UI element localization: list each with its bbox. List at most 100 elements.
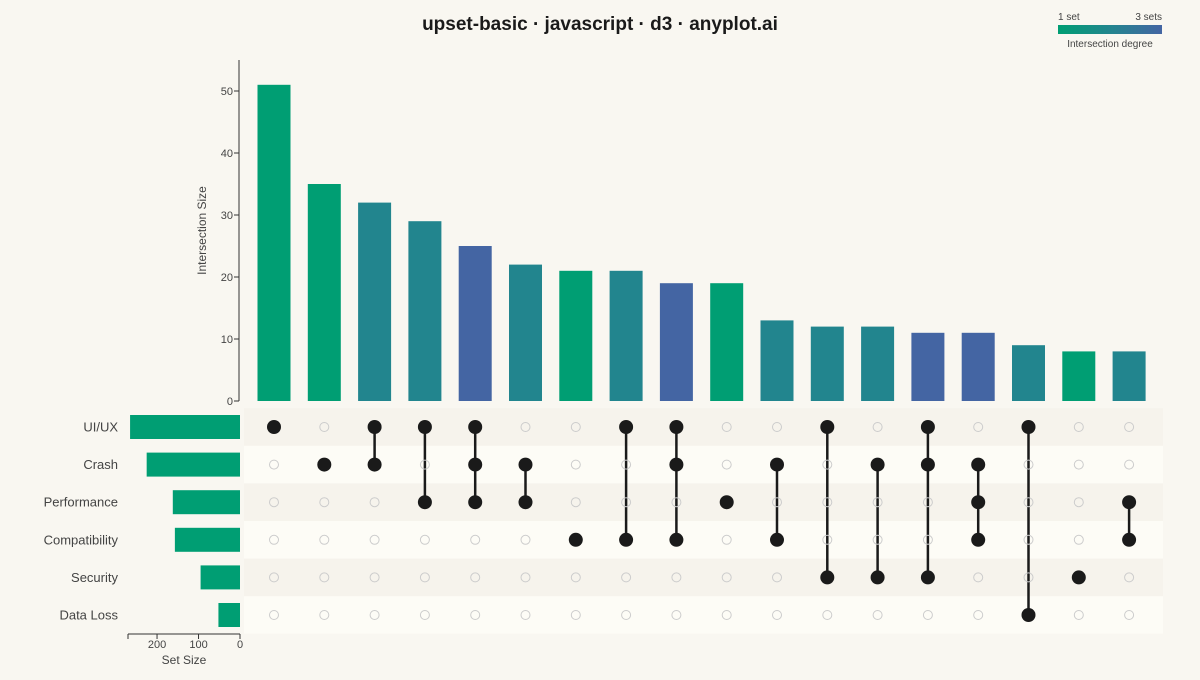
- matrix-dot-empty: [1073, 459, 1084, 470]
- matrix-dot-filled: [1021, 420, 1036, 434]
- matrix-dot-empty: [269, 534, 279, 545]
- matrix-dot-empty: [872, 497, 883, 508]
- matrix-row-band: [244, 596, 1163, 634]
- intersection-bar: [861, 326, 895, 401]
- legend-min-label: 1 set: [1058, 12, 1080, 23]
- intersection-bars: 0 10 20 30 40 50 Intersection Size: [195, 60, 1146, 408]
- set-size-tick-label: 200: [148, 639, 166, 651]
- matrix-dot-filled: [1021, 608, 1036, 622]
- intersection-bar: [710, 283, 744, 401]
- matrix-row-band: [244, 445, 1163, 484]
- intersection-bar: [307, 184, 341, 401]
- matrix-dot-empty: [269, 497, 279, 508]
- set-size-bar: [146, 452, 240, 477]
- intersection-bar: [458, 246, 492, 401]
- intersection-bar: [659, 283, 693, 401]
- matrix-dot-filled: [468, 457, 483, 472]
- matrix-dot-empty: [671, 572, 682, 583]
- matrix-dot-empty: [721, 459, 732, 470]
- y-tick-label: 10: [221, 334, 233, 346]
- matrix-dot-empty: [1124, 610, 1135, 620]
- set-size-bar: [200, 565, 240, 590]
- matrix-dot-filled: [920, 570, 935, 585]
- matrix-dot-empty: [1073, 497, 1084, 508]
- matrix-dot-empty: [822, 610, 833, 620]
- matrix-row-band: [244, 408, 1163, 446]
- matrix-dot-filled: [971, 495, 986, 510]
- matrix-dot-empty: [269, 610, 279, 620]
- matrix-dot-empty: [1023, 459, 1034, 470]
- matrix-dot-empty: [973, 610, 984, 620]
- matrix-dot-empty: [369, 497, 380, 508]
- matrix-dot-empty: [922, 610, 933, 620]
- matrix-dot-empty: [822, 534, 833, 545]
- matrix-dot-empty: [520, 422, 531, 432]
- set-size-bar: [174, 527, 240, 552]
- y-tick-label: 50: [221, 86, 233, 98]
- intersection-bar: [257, 84, 291, 402]
- set-label: Data Loss: [59, 608, 118, 623]
- matrix-dot-empty: [319, 572, 330, 583]
- matrix-dot-empty: [520, 610, 531, 620]
- matrix-dot-empty: [872, 534, 883, 545]
- intersection-bar: [961, 332, 995, 401]
- matrix-dot-filled: [870, 457, 885, 472]
- matrix-dot-filled: [820, 420, 835, 434]
- matrix-dot-empty: [470, 572, 481, 583]
- matrix-dot-empty: [973, 572, 984, 583]
- matrix-row-band: [244, 521, 1163, 559]
- set-size-bar: [172, 490, 240, 515]
- membership-matrix: [244, 408, 1163, 634]
- matrix-dot-empty: [1073, 422, 1084, 432]
- matrix-dot-filled: [920, 457, 935, 472]
- intersection-bar: [559, 270, 593, 401]
- matrix-dot-filled: [1071, 570, 1086, 585]
- matrix-dot-empty: [772, 610, 782, 620]
- matrix-dot-filled: [1122, 532, 1137, 547]
- matrix-dot-empty: [369, 572, 380, 583]
- matrix-dot-filled: [820, 570, 835, 585]
- set-size-bars: UI/UX Crash Performance Compatibility Securi…: [44, 415, 243, 667]
- matrix-dot-filled: [367, 420, 382, 434]
- matrix-dot-empty: [772, 572, 782, 583]
- matrix-dot-filled: [417, 495, 432, 510]
- matrix-dot-filled: [468, 495, 483, 510]
- matrix-dot-empty: [1073, 610, 1084, 620]
- set-label: Performance: [44, 495, 118, 510]
- set-label: Crash: [83, 457, 118, 472]
- chart-title: upset-basic · javascript · d3 · anyplot.…: [422, 14, 778, 35]
- matrix-dot-filled: [568, 532, 583, 547]
- matrix-dot-empty: [419, 572, 430, 583]
- y-tick-label: 0: [227, 396, 233, 408]
- matrix-dot-empty: [922, 534, 933, 545]
- matrix-dot-empty: [319, 497, 330, 508]
- matrix-dot-empty: [1023, 497, 1034, 508]
- matrix-dot-empty: [671, 610, 682, 620]
- matrix-dot-empty: [621, 497, 632, 508]
- legend-color-bar: [1058, 25, 1162, 34]
- matrix-dot-empty: [721, 572, 732, 583]
- set-label: Compatibility: [44, 532, 119, 547]
- matrix-dot-empty: [721, 610, 732, 620]
- matrix-dot-empty: [419, 610, 430, 620]
- intersection-bar: [1112, 351, 1146, 401]
- intersection-bar: [408, 221, 442, 401]
- matrix-dot-empty: [419, 459, 430, 470]
- set-size-bar: [218, 603, 240, 627]
- y-tick-label: 20: [221, 272, 233, 284]
- intersection-bar: [1012, 345, 1045, 401]
- y-tick-label: 40: [221, 148, 233, 160]
- matrix-dot-filled: [870, 570, 885, 585]
- matrix-dot-empty: [621, 572, 632, 583]
- legend-title: Intersection degree: [1067, 39, 1153, 50]
- set-label: Security: [71, 570, 118, 585]
- matrix-dot-empty: [721, 534, 732, 545]
- y-tick-label: 30: [221, 210, 233, 222]
- matrix-dot-empty: [319, 422, 330, 432]
- matrix-dot-filled: [920, 420, 935, 434]
- matrix-dot-filled: [770, 457, 784, 472]
- matrix-dot-empty: [1124, 422, 1135, 432]
- y-axis-label: Intersection Size: [195, 186, 209, 275]
- matrix-dot-empty: [671, 497, 682, 508]
